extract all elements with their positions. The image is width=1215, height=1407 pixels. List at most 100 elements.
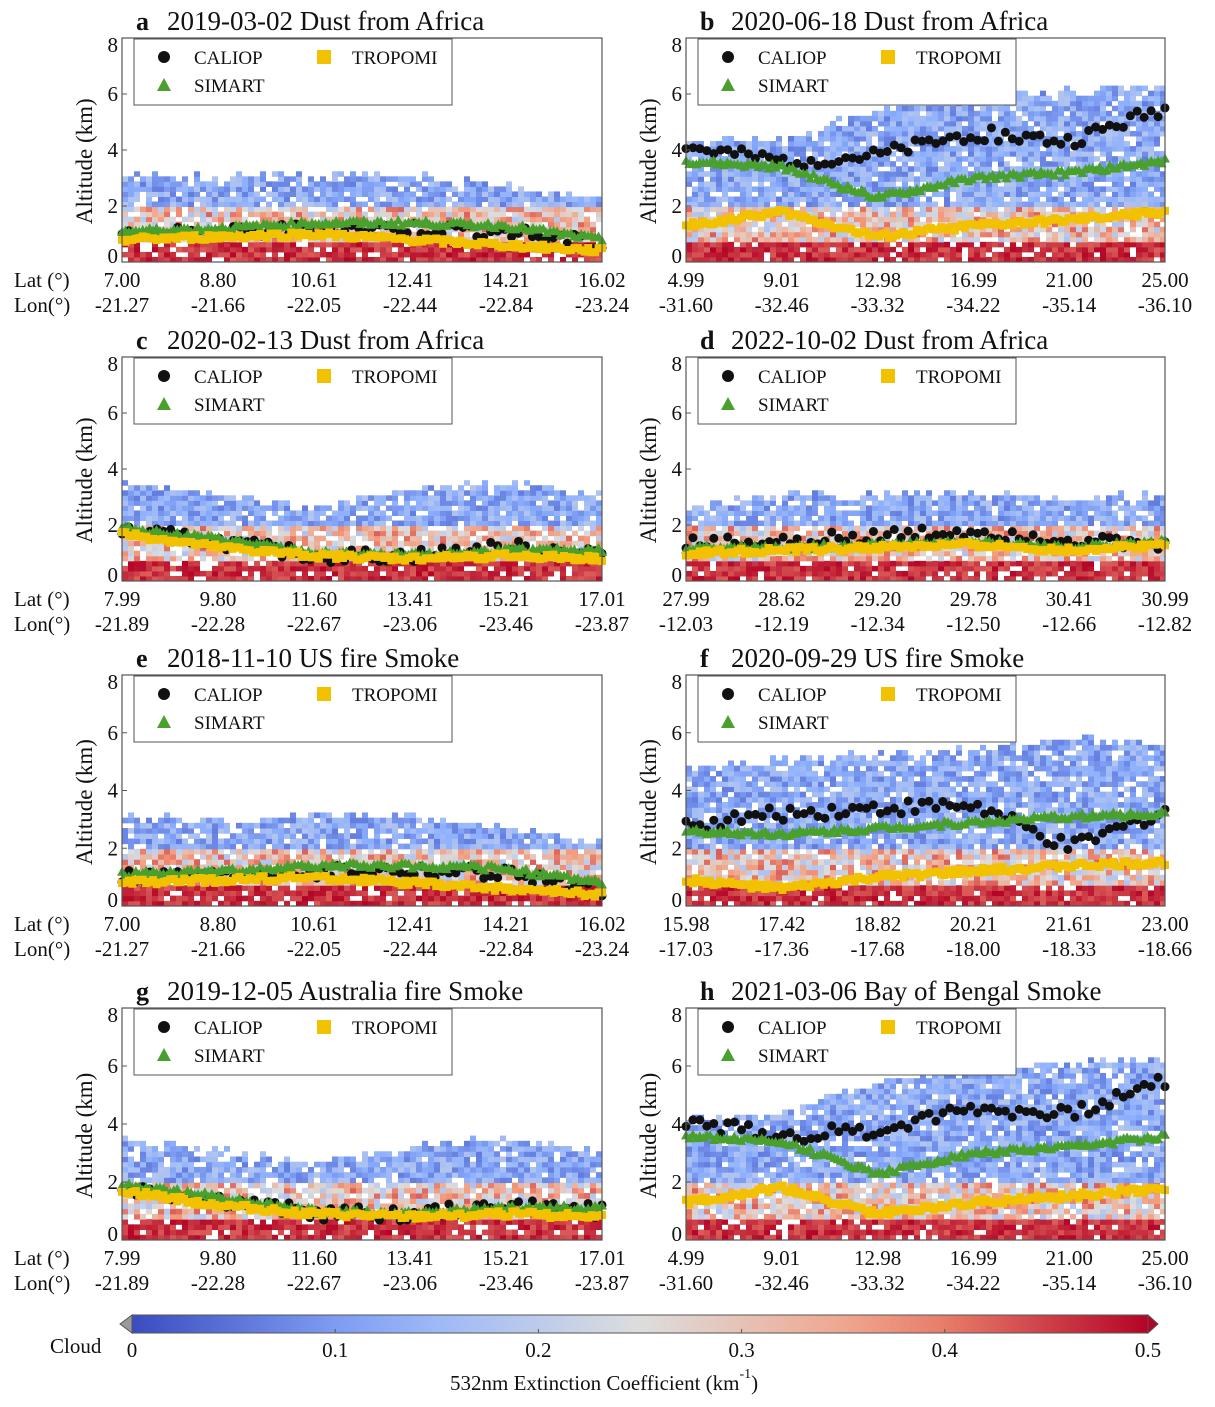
extinction-cell <box>1022 111 1028 117</box>
extinction-cell <box>368 515 374 521</box>
extinction-cell <box>974 146 980 152</box>
extinction-cell <box>134 222 140 228</box>
extinction-cell <box>1154 242 1160 248</box>
extinction-cell <box>1028 181 1034 187</box>
extinction-cell <box>146 490 152 496</box>
extinction-cell <box>1100 252 1106 258</box>
extinction-cell <box>1136 121 1142 127</box>
extinction-cell <box>854 171 860 177</box>
extinction-cell <box>902 116 908 122</box>
extinction-cell <box>356 495 362 501</box>
extinction-cell <box>722 252 728 258</box>
extinction-cell <box>260 521 266 527</box>
extinction-cell <box>236 510 242 516</box>
extinction-cell <box>974 111 980 117</box>
data-point-caliop <box>952 131 961 140</box>
extinction-cell <box>212 556 218 562</box>
extinction-cell <box>1112 116 1118 122</box>
panel-letter: b <box>700 7 714 36</box>
extinction-cell <box>194 566 200 572</box>
extinction-cell <box>830 146 836 152</box>
extinction-cell <box>1004 191 1010 197</box>
extinction-cell <box>404 571 410 577</box>
extinction-cell <box>914 247 920 253</box>
extinction-cell <box>332 207 338 213</box>
extinction-cell <box>686 242 692 248</box>
data-point-caliop <box>1001 128 1010 137</box>
extinction-cell <box>1040 247 1046 253</box>
extinction-cell <box>1136 252 1142 258</box>
extinction-cell <box>758 247 764 253</box>
extinction-cell <box>1064 106 1070 112</box>
extinction-cell <box>392 191 398 197</box>
extinction-cell <box>122 505 128 511</box>
extinction-cell <box>356 531 362 537</box>
extinction-cell <box>686 252 692 258</box>
extinction-cell <box>776 227 782 233</box>
extinction-cell <box>236 191 242 197</box>
extinction-cell <box>896 202 902 208</box>
extinction-cell <box>164 485 170 491</box>
extinction-cell <box>506 202 512 208</box>
extinction-cell <box>938 212 944 218</box>
extinction-cell <box>284 571 290 577</box>
extinction-cell <box>182 217 188 223</box>
extinction-cell <box>362 191 368 197</box>
extinction-cell <box>380 176 386 182</box>
extinction-cell <box>866 126 872 132</box>
extinction-cell <box>308 515 314 521</box>
extinction-cell <box>722 242 728 248</box>
extinction-cell <box>380 212 386 218</box>
extinction-cell <box>224 191 230 197</box>
extinction-cell <box>440 186 446 192</box>
extinction-cell <box>476 521 482 527</box>
extinction-cell <box>254 207 260 213</box>
extinction-cell <box>686 232 692 238</box>
extinction-cell <box>374 571 380 577</box>
extinction-cell <box>1082 232 1088 238</box>
extinction-cell <box>1088 111 1094 117</box>
extinction-cell <box>128 485 134 491</box>
extinction-cell <box>278 207 284 213</box>
extinction-cell <box>206 505 212 511</box>
extinction-cell <box>818 202 824 208</box>
extinction-cell <box>884 141 890 147</box>
extinction-cell <box>698 196 704 202</box>
extinction-cell <box>728 136 734 142</box>
extinction-cell <box>332 196 338 202</box>
extinction-cell <box>392 252 398 258</box>
extinction-cell <box>734 186 740 192</box>
extinction-cell <box>356 505 362 511</box>
extinction-cell <box>248 252 254 258</box>
extinction-cell <box>548 202 554 208</box>
extinction-cell <box>218 505 224 511</box>
lon-row-label: Lon(°) <box>14 293 70 317</box>
extinction-cell <box>512 217 518 223</box>
extinction-cell <box>788 232 794 238</box>
extinction-cell <box>566 202 572 208</box>
extinction-cell <box>956 116 962 122</box>
extinction-cell <box>542 217 548 223</box>
extinction-cell <box>458 196 464 202</box>
extinction-cell <box>278 181 284 187</box>
extinction-cell <box>560 202 566 208</box>
extinction-cell <box>1010 232 1016 238</box>
lat-tick-label: 10.61 <box>290 268 337 292</box>
extinction-cell <box>470 490 476 496</box>
extinction-cell <box>476 566 482 572</box>
extinction-cell <box>1028 141 1034 147</box>
lat-tick-label: 16.99 <box>950 268 997 292</box>
extinction-cell <box>308 212 314 218</box>
data-point-caliop <box>730 150 739 159</box>
extinction-cell <box>1082 111 1088 117</box>
extinction-cell <box>980 186 986 192</box>
extinction-cell <box>836 141 842 147</box>
extinction-cell <box>800 222 806 228</box>
extinction-cell <box>716 207 722 213</box>
extinction-cell <box>920 212 926 218</box>
extinction-cell <box>308 531 314 537</box>
extinction-cell <box>860 247 866 253</box>
extinction-cell <box>230 566 236 572</box>
extinction-cell <box>488 571 494 577</box>
extinction-cell <box>752 171 758 177</box>
